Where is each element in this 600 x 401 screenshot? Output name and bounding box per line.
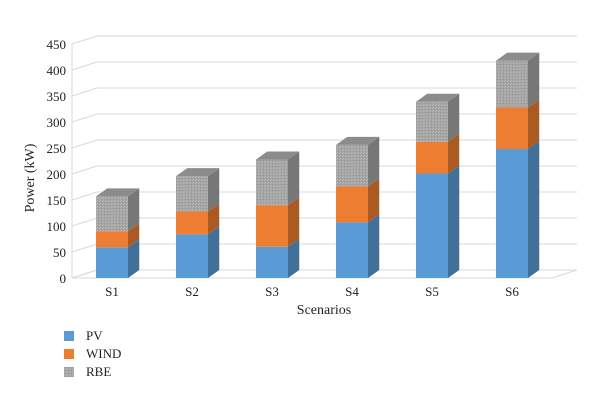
bar-pv-s6 [496, 149, 528, 278]
gridline-side-300 [71, 113, 98, 123]
y-axis-title: Power (kW) [23, 143, 38, 212]
gridline-side-250 [71, 139, 98, 149]
x-tick-label: S6 [505, 284, 519, 299]
bar-pv-s3 [256, 246, 288, 278]
gridline-side-400 [71, 61, 98, 71]
gridline-side-200 [71, 165, 98, 175]
x-axis-title: Scenarios [297, 303, 351, 318]
x-tick-label: S4 [345, 284, 359, 299]
bar-top-s4 [336, 136, 380, 145]
y-tick-label: 300 [47, 115, 67, 130]
chart-floor [71, 269, 578, 279]
bar-side-rbe-s5 [448, 93, 460, 142]
x-tick-label: S3 [265, 284, 279, 299]
bar-top-s1 [96, 188, 140, 197]
bar-pv-s2 [176, 234, 208, 278]
bar-side-pv-s5 [448, 165, 460, 278]
y-tick-label: 100 [47, 219, 67, 234]
bar-side-rbe-s2 [208, 168, 220, 212]
legend-swatch-rbe [64, 367, 74, 377]
gridline-side-100 [71, 217, 98, 227]
bar-side-pv-s1 [128, 239, 140, 278]
bar-side-pv-s3 [288, 238, 300, 278]
bar-side-wind-s2 [208, 203, 220, 235]
bar-rbe-s5 [416, 101, 448, 142]
legend-label-pv: PV [86, 328, 103, 343]
bar-side-pv-s6 [528, 141, 540, 278]
bar-top-s3 [256, 151, 300, 160]
bar-side-rbe-s1 [128, 188, 140, 232]
bar-wind-s6 [496, 107, 528, 150]
bar-wind-s2 [176, 211, 208, 235]
bar-pv-s4 [336, 222, 368, 278]
y-tick-label: 0 [60, 271, 67, 286]
bar-wind-s5 [416, 141, 448, 174]
bar-wind-s1 [96, 231, 128, 248]
gridline-side-350 [71, 87, 98, 97]
y-tick-label: 50 [53, 245, 66, 260]
legend-swatch-wind [64, 349, 74, 359]
bar-top-s2 [176, 168, 220, 177]
gridline-side-450 [71, 35, 98, 45]
bar-side-wind-s6 [528, 99, 540, 150]
bar-rbe-s1 [96, 196, 128, 232]
bar-side-wind-s1 [128, 223, 140, 248]
bar-side-rbe-s4 [368, 136, 380, 187]
bar-rbe-s2 [176, 176, 208, 212]
legend-label-wind: WIND [86, 346, 121, 361]
bar-wind-s4 [336, 186, 368, 223]
bar-side-wind-s5 [448, 133, 460, 174]
bar-side-wind-s4 [368, 178, 380, 223]
bar-wind-s3 [256, 205, 288, 247]
label-layer: Power (kW) Scenarios [23, 143, 351, 318]
y-tick-label: 350 [47, 89, 67, 104]
bar-side-wind-s3 [288, 197, 300, 247]
bar-rbe-s6 [496, 60, 528, 108]
x-tick-label: S5 [425, 284, 439, 299]
bar-pv-s1 [96, 247, 128, 278]
bar-side-pv-s2 [208, 226, 220, 278]
gridline-side-150 [71, 191, 98, 201]
x-tick-label: S2 [185, 284, 199, 299]
y-tick-label: 450 [47, 37, 67, 52]
x-tick-label: S1 [105, 284, 119, 299]
bar-top-s6 [496, 52, 540, 61]
legend-label-rbe: RBE [86, 364, 111, 379]
bar-layer [96, 52, 540, 278]
legend: PV WIND RBE [64, 328, 121, 379]
bar-rbe-s4 [336, 144, 368, 187]
y-tick-label: 200 [47, 167, 67, 182]
gridline-side-50 [71, 243, 98, 253]
y-tick-label: 150 [47, 193, 67, 208]
y-tick-label: 400 [47, 63, 67, 78]
legend-swatch-pv [64, 331, 74, 341]
axis-layer: 0 50 100 150 200 250 300 350 400 450 S1 S2 S3 S4 S5 S6 [47, 37, 520, 299]
bar-pv-s5 [416, 173, 448, 278]
bar-top-s5 [416, 93, 460, 102]
bar-rbe-s3 [256, 159, 288, 206]
bar-side-rbe-s3 [288, 151, 300, 206]
y-tick-label: 250 [47, 141, 67, 156]
bar-side-pv-s4 [368, 214, 380, 278]
bar-side-rbe-s6 [528, 52, 540, 108]
